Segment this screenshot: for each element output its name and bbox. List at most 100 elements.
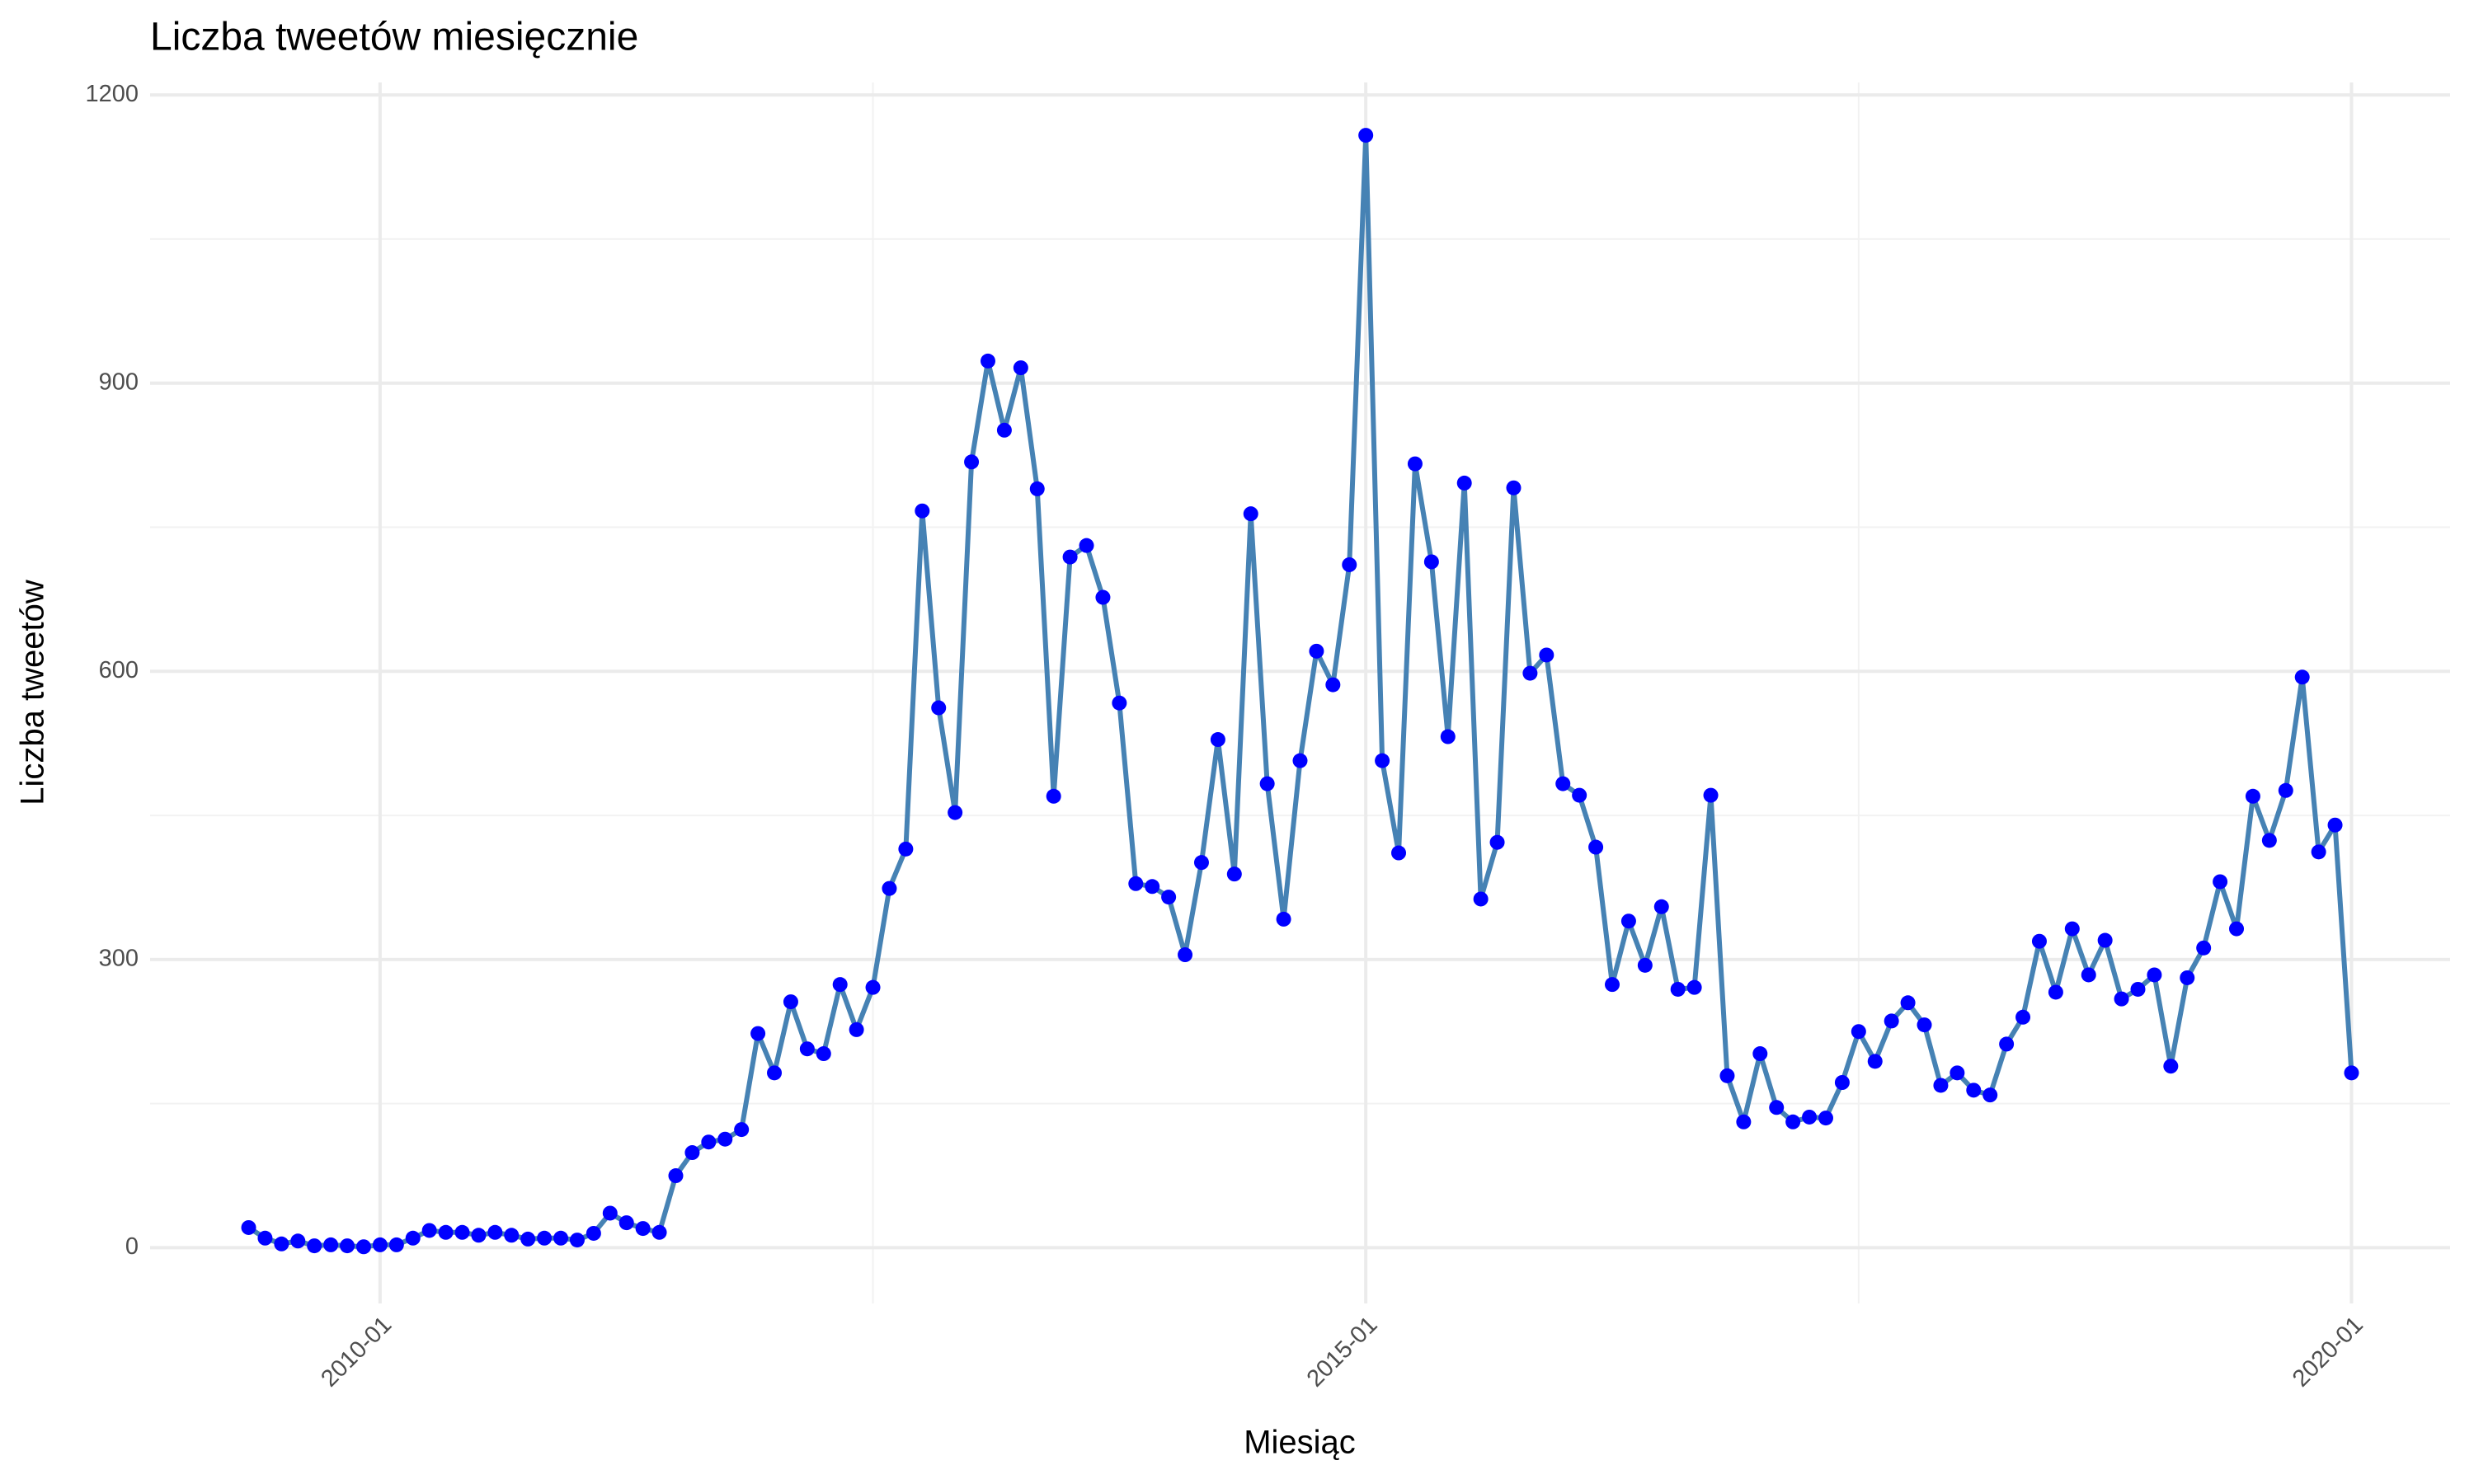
- point: [421, 1223, 437, 1238]
- point: [2130, 981, 2146, 997]
- point: [2147, 967, 2162, 983]
- point: [1440, 729, 1456, 744]
- point: [684, 1145, 700, 1161]
- point: [1029, 481, 1045, 496]
- point: [2213, 874, 2228, 890]
- y-tick-label: 0: [125, 1233, 139, 1260]
- y-tick-label: 1200: [85, 81, 139, 107]
- point: [767, 1065, 783, 1081]
- point: [1161, 890, 1177, 905]
- point: [2180, 970, 2195, 985]
- point: [717, 1131, 733, 1147]
- point: [668, 1168, 684, 1184]
- point: [1062, 549, 1078, 565]
- point: [1572, 787, 1587, 803]
- point: [1555, 776, 1571, 791]
- point: [1178, 947, 1193, 963]
- point: [1358, 128, 1374, 143]
- point: [471, 1228, 487, 1243]
- point: [701, 1134, 717, 1150]
- point: [1342, 556, 1357, 572]
- point: [454, 1224, 470, 1240]
- point: [1112, 695, 1127, 711]
- y-tick-label: 900: [99, 369, 139, 395]
- point: [996, 422, 1012, 438]
- point: [1391, 845, 1407, 861]
- point: [1884, 1013, 1899, 1029]
- point: [618, 1215, 634, 1231]
- chart-title: Liczba tweetów miesięcznie: [150, 16, 638, 59]
- point: [915, 503, 930, 519]
- point: [1095, 589, 1111, 605]
- point: [1900, 995, 1916, 1011]
- point: [2196, 940, 2212, 956]
- point: [487, 1224, 503, 1240]
- point: [274, 1236, 289, 1252]
- point: [980, 353, 995, 369]
- point: [2294, 669, 2310, 685]
- point: [816, 1046, 831, 1062]
- point: [290, 1233, 306, 1249]
- point: [602, 1205, 618, 1221]
- point: [1719, 1068, 1735, 1083]
- point: [1145, 879, 1160, 895]
- point: [2031, 933, 2047, 949]
- point: [964, 454, 980, 470]
- point: [799, 1041, 815, 1057]
- point: [1686, 979, 1702, 995]
- point: [1966, 1082, 1982, 1098]
- point: [405, 1230, 421, 1246]
- point: [1193, 855, 1209, 871]
- point: [2081, 967, 2096, 983]
- point: [1079, 538, 1094, 553]
- point: [1917, 1017, 1932, 1033]
- point: [635, 1221, 651, 1237]
- point: [2114, 991, 2129, 1007]
- point: [1210, 732, 1225, 748]
- point: [1325, 677, 1341, 693]
- point: [1785, 1114, 1801, 1129]
- point: [1128, 876, 1144, 891]
- point: [1226, 866, 1242, 882]
- point: [1818, 1111, 1833, 1126]
- point: [1456, 475, 1472, 491]
- point: [832, 977, 848, 993]
- point: [783, 994, 798, 1010]
- point: [1620, 913, 1636, 929]
- point: [1489, 834, 1505, 850]
- point: [1473, 891, 1489, 907]
- point: [2097, 932, 2113, 948]
- point: [1670, 981, 1686, 997]
- point: [1752, 1046, 1768, 1062]
- point: [2229, 921, 2245, 937]
- point: [2261, 833, 2277, 848]
- point: [2048, 984, 2063, 1000]
- point: [865, 979, 881, 995]
- point: [849, 1021, 864, 1037]
- point: [1769, 1100, 1785, 1115]
- point: [307, 1238, 322, 1254]
- line: [247, 133, 2354, 1250]
- point: [1933, 1078, 1949, 1093]
- point: [1982, 1087, 1998, 1103]
- point: [1653, 899, 1669, 914]
- point: [569, 1233, 585, 1248]
- point: [1423, 554, 1439, 570]
- point: [2327, 817, 2343, 833]
- point: [340, 1238, 355, 1254]
- y-tick-label: 600: [99, 657, 139, 683]
- point: [651, 1224, 667, 1240]
- point: [882, 881, 897, 896]
- point: [2163, 1059, 2179, 1074]
- point: [1605, 977, 1620, 993]
- point: [1013, 360, 1028, 376]
- point: [750, 1026, 766, 1041]
- point: [1999, 1036, 2015, 1052]
- x-tick-label: 2010-01: [316, 1312, 397, 1392]
- point: [734, 1122, 750, 1138]
- point: [898, 841, 914, 857]
- point: [537, 1230, 553, 1246]
- point: [504, 1228, 520, 1243]
- point: [1539, 647, 1554, 663]
